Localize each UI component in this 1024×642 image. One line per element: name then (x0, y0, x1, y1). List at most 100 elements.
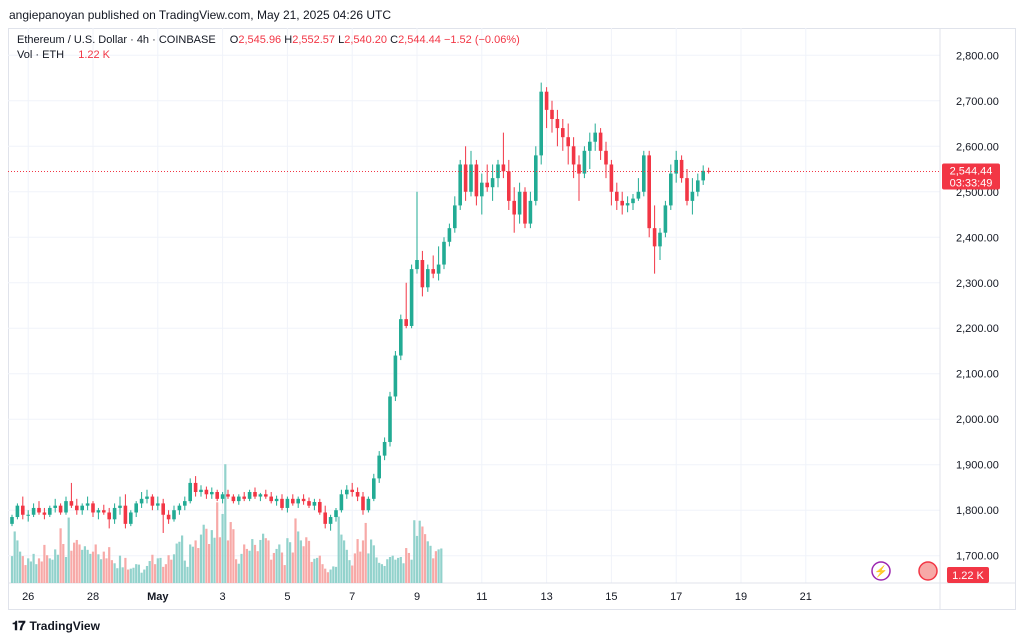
candle-body (274, 498, 279, 502)
volume-bar (181, 535, 184, 583)
candle-body (706, 170, 711, 172)
candle-body (647, 155, 651, 229)
volume-bar (283, 565, 286, 583)
last-price-label: 2,544.44 (950, 166, 993, 178)
candle-body (636, 191, 641, 199)
volume-bar (253, 544, 257, 583)
volume-bar (337, 516, 340, 583)
candle-body (345, 489, 349, 495)
high-label: H (284, 34, 293, 46)
last-price-badge (942, 163, 1000, 190)
volume-bar (235, 559, 238, 583)
candle-body (544, 91, 549, 110)
volume-bar (191, 546, 194, 583)
candle-body (426, 269, 430, 288)
candle-body (334, 510, 338, 518)
candle-body (404, 319, 408, 326)
candle-body (463, 164, 468, 192)
time-axis[interactable]: 26 28 May 3 5 7 9 11 13 15 17 19 21 (22, 591, 812, 603)
candle-body (301, 498, 306, 502)
volume-bar (394, 559, 397, 583)
candle-body (112, 507, 117, 520)
volume-bar (102, 551, 105, 583)
volume-bar (426, 541, 429, 583)
volume-bar (386, 559, 389, 583)
open-label: O (229, 34, 239, 46)
volume-bar (432, 558, 435, 583)
price-chart[interactable]: 1,700.00 1,800.00 1,900.00 2,000.00 2,100.00… (8, 28, 1016, 610)
low-value: 2,540.20 (344, 34, 388, 46)
volume-bar (70, 550, 73, 583)
volume-bar (108, 547, 111, 583)
candle-body (339, 494, 344, 511)
volume-bar (367, 553, 370, 583)
volume-bar (318, 555, 321, 583)
candle-body (26, 514, 30, 516)
price-tick-label: 2,600.00 (956, 141, 999, 153)
price-axis[interactable]: 1,700.00 1,800.00 1,900.00 2,000.00 2,100.00… (956, 50, 999, 562)
volume-bar (13, 531, 16, 583)
volume-bar (291, 552, 294, 583)
time-tick-label: 5 (284, 591, 290, 603)
candle-body (609, 164, 614, 192)
volume-bar (272, 552, 275, 583)
volume-bar (46, 555, 49, 583)
candle-body (226, 494, 230, 497)
time-tick-label: 28 (87, 591, 99, 603)
volume-badge-label: 1.22 K (952, 570, 984, 582)
volume-bar (361, 540, 365, 583)
candle-body (107, 512, 111, 520)
candle-body (366, 498, 371, 511)
time-tick-label: 3 (220, 591, 226, 603)
tradingview-logo-icon: 𝟏𝟕 (12, 618, 26, 633)
volume-bar (434, 551, 437, 583)
volume-bar (248, 550, 251, 583)
candle-body (555, 118, 560, 129)
volume-bar (375, 557, 378, 583)
volume-bar (407, 552, 410, 583)
lightning-icon (871, 561, 891, 581)
volume-bar (232, 529, 235, 583)
candle-body (399, 319, 403, 356)
candle-body (15, 505, 20, 518)
candle-body (188, 482, 192, 502)
candle-body (307, 501, 311, 506)
volume-bar (334, 566, 338, 583)
volume-bar (56, 554, 59, 583)
volume-bar (129, 568, 132, 583)
volume-bar (424, 534, 427, 583)
candle-body (75, 505, 79, 511)
price-tick-label: 2,800.00 (956, 50, 999, 62)
volume-bar (210, 530, 213, 583)
candle-body (64, 501, 68, 513)
volume-bar (388, 557, 392, 583)
candle-body (679, 159, 684, 179)
candle-body (588, 141, 592, 151)
candle-body (231, 496, 236, 502)
volume-bar (132, 567, 135, 583)
candle-body (10, 517, 14, 524)
volume-bar (221, 513, 224, 583)
volume-bar (380, 564, 383, 583)
candle-body (561, 128, 565, 138)
candle-body (258, 494, 263, 497)
symbol-description[interactable]: Ethereum / U.S. Dollar · 4h · COINBASE (17, 34, 216, 46)
volume-bar (156, 558, 159, 583)
volume-bar (313, 558, 316, 583)
close-label: C (390, 34, 399, 46)
volume-bar (270, 559, 273, 583)
volume-bar (73, 542, 76, 583)
candle-body (215, 492, 219, 499)
volume-label[interactable]: Vol · ETH (17, 49, 65, 61)
time-tick-label: 26 (22, 591, 34, 603)
candle-body (31, 507, 36, 515)
candle-body (469, 164, 473, 192)
volume-bar (159, 557, 162, 583)
volume-bar (194, 540, 197, 583)
candles (10, 82, 711, 533)
footer-brand[interactable]: 𝟏𝟕 TradingView (12, 618, 100, 634)
candle-body (69, 501, 74, 506)
candle-body (474, 164, 479, 197)
grid-lines (8, 28, 1016, 610)
volume-bar (178, 541, 181, 583)
